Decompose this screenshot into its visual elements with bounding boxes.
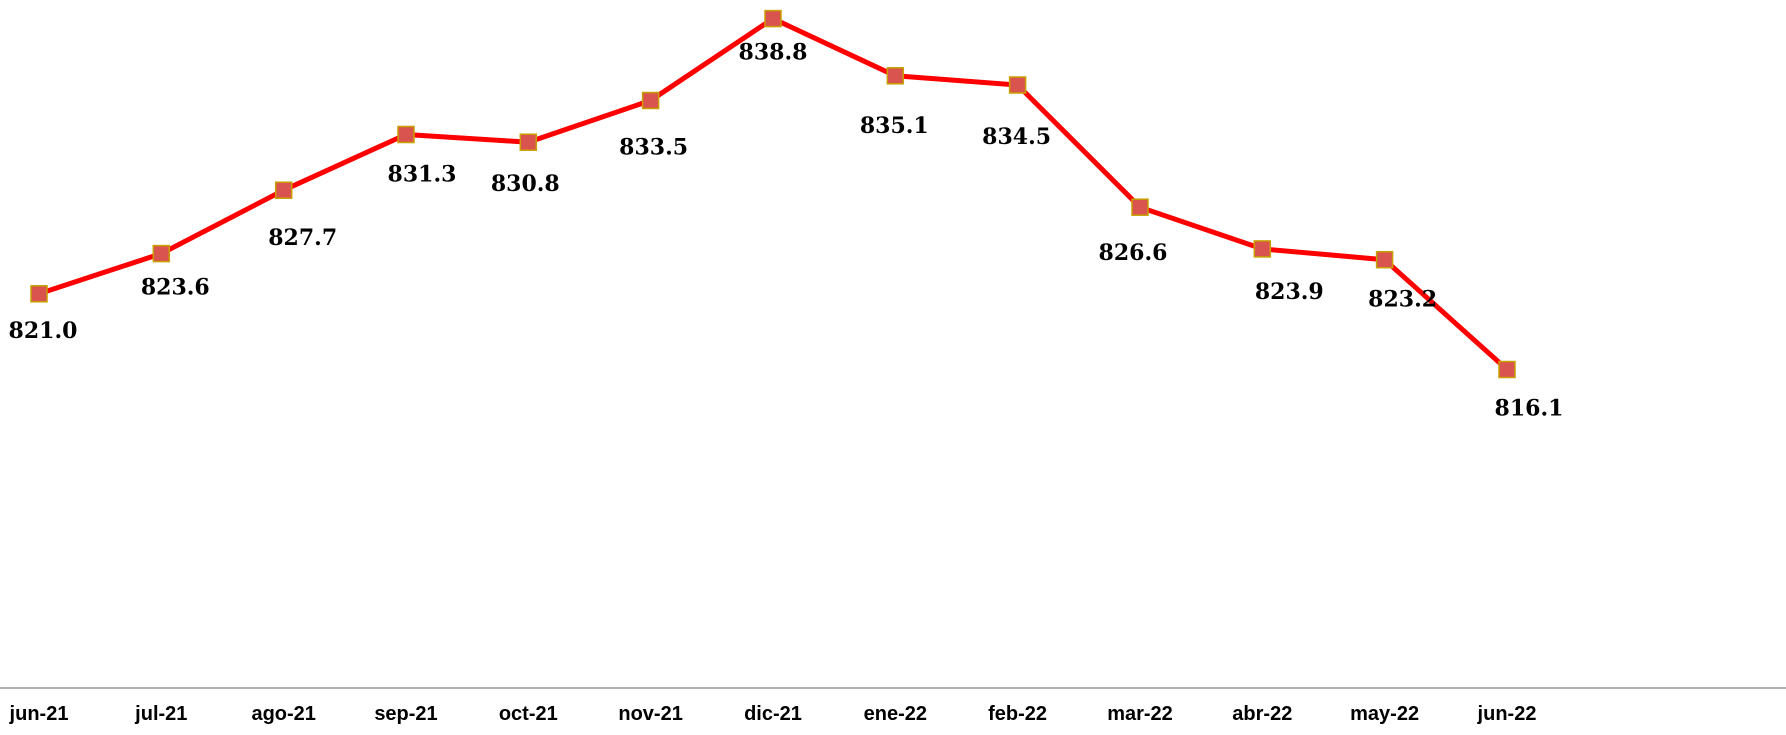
x-tick-label: feb-22 [988,703,1047,725]
x-tick-label: dic-21 [744,703,802,725]
data-point-marker [274,181,293,199]
data-label: 833.5 [619,135,688,161]
series-line [38,16,1509,372]
data-point-marker [519,133,538,151]
x-tick-label: sep-21 [374,703,437,725]
data-label: 823.2 [1368,287,1437,313]
data-label: 827.7 [268,225,337,251]
data-labels-group: 821.0 823.6 827.7 831.3 830.8 833.5 838.8 835.1… [9,40,1564,422]
series-line-group [38,16,1509,372]
data-label: 816.1 [1495,396,1564,422]
x-tick-label: may-22 [1350,703,1419,725]
x-tick-label: nov-21 [618,703,682,725]
data-point-marker [397,125,415,144]
x-tick-label: jun-22 [1477,703,1537,725]
data-point-marker [1008,76,1027,94]
data-point-marker [30,285,48,303]
x-tick-label: mar-22 [1107,703,1173,725]
x-axis-tick-labels: jun-21 jul-21 ago-21 sep-21 oct-21 nov-21 dic-… [9,703,1537,725]
data-label: 831.3 [388,162,457,188]
x-tick-label: ago-21 [251,703,315,725]
x-tick-label: jul-21 [134,703,187,725]
x-tick-label: ene-22 [864,703,927,725]
data-label: 821.0 [9,318,78,344]
data-label: 823.9 [1255,279,1324,305]
data-label: 838.8 [739,40,808,66]
data-point-marker [1498,360,1516,379]
data-point-marker [152,244,171,263]
data-label: 823.6 [141,275,210,301]
x-tick-label: jun-21 [9,703,69,725]
data-label: 826.6 [1099,240,1168,266]
data-point-marker [1375,250,1394,269]
x-tick-label: oct-21 [499,703,558,725]
data-label: 830.8 [491,171,560,197]
data-label: 834.5 [982,124,1051,150]
data-point-marker [764,9,782,28]
markers-group [30,9,1516,379]
x-tick-label: abr-22 [1232,703,1292,725]
data-point-marker [1253,240,1272,258]
data-label: 835.1 [860,113,929,139]
data-point-marker [886,67,905,85]
data-point-marker [641,91,660,110]
data-point-marker [1131,198,1149,216]
